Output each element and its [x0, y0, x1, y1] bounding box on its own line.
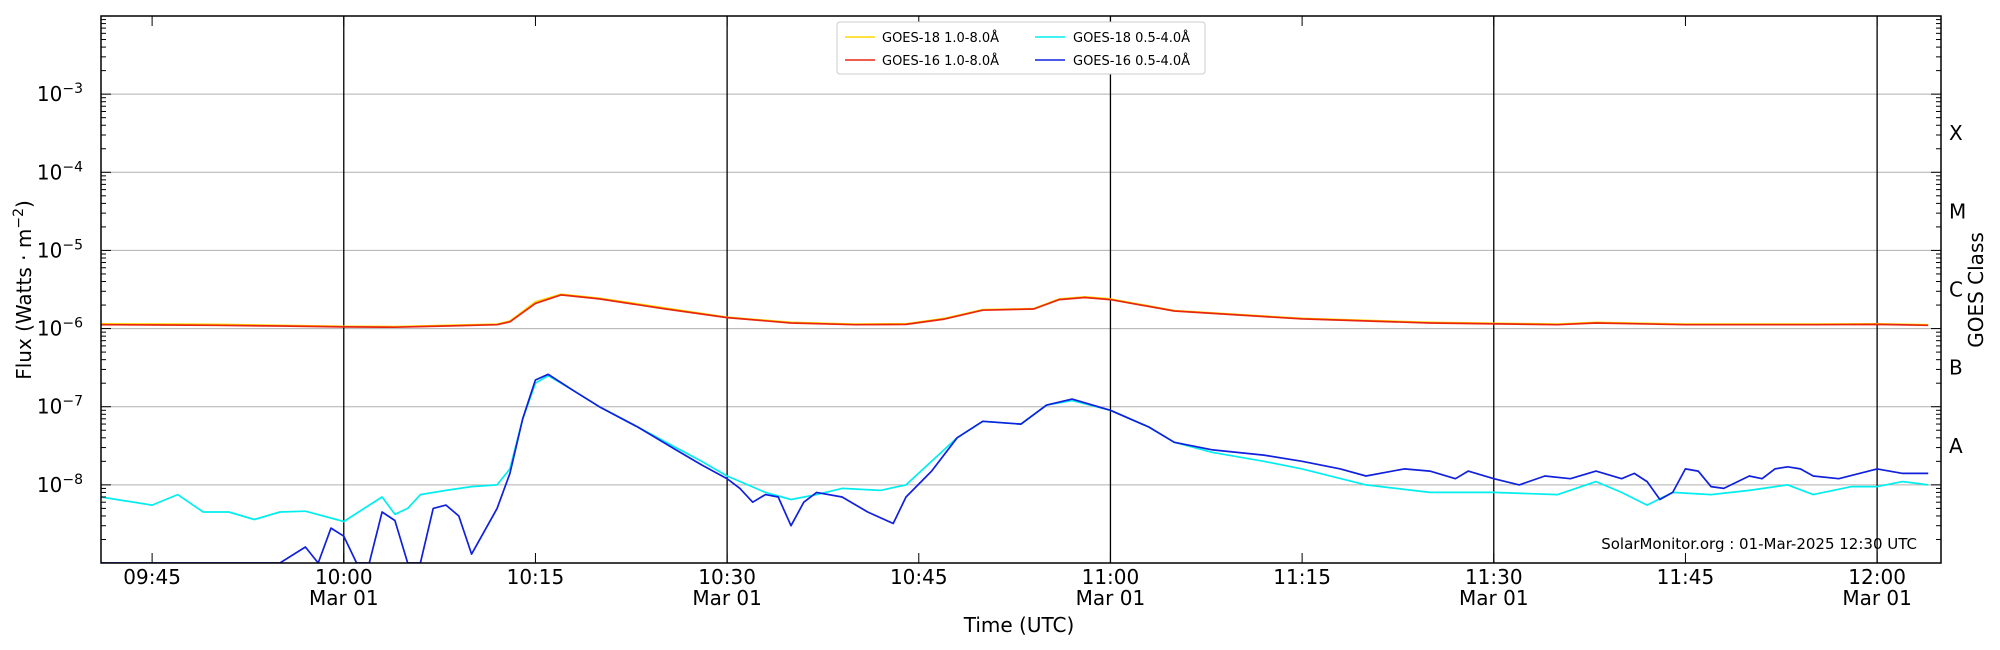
x-tick-label: 10:45 — [890, 565, 948, 589]
legend-label-goes16-short: GOES-16 0.5-4.0Å — [1073, 53, 1190, 69]
y-tick-label: 10−8 — [37, 472, 83, 497]
plot-frame — [100, 15, 1942, 564]
series-layer — [101, 293, 1929, 563]
legend: GOES-18 1.0-8.0Å GOES-16 1.0-8.0Å GOES-1… — [836, 21, 1206, 75]
x-tick-date-label: Mar 01 — [309, 586, 379, 610]
goes-class-label: X — [1949, 121, 1963, 145]
legend-entry-goes16-long: GOES-16 1.0-8.0Å — [845, 53, 999, 69]
x-tick-label: 11:45 — [1657, 565, 1715, 589]
x-tick-date-label: Mar 01 — [692, 586, 762, 610]
x-tick-label: 11:30 — [1465, 565, 1523, 589]
y-tick-label: 10−6 — [37, 316, 83, 341]
y-tick-label: 10−4 — [37, 159, 83, 184]
grid-layer — [101, 93, 1941, 486]
y-tick-label: 10−5 — [37, 237, 83, 262]
legend-label-goes18-short: GOES-18 0.5-4.0Å — [1073, 30, 1190, 46]
legend-entry-goes18-short: GOES-18 0.5-4.0Å — [1035, 30, 1190, 46]
series-goes18-short — [101, 374, 1929, 523]
x-tick-label: 12:00 — [1848, 565, 1906, 589]
x-tick-label: 11:15 — [1273, 565, 1331, 589]
x-tick-label: 11:00 — [1082, 565, 1140, 589]
y-tick-label: 10−7 — [37, 394, 83, 419]
x-tick-date-label: Mar 01 — [1459, 586, 1529, 610]
legend-entry-goes16-short: GOES-16 0.5-4.0Å — [1035, 53, 1190, 69]
legend-label-goes16-long: GOES-16 1.0-8.0Å — [882, 53, 999, 69]
y-tick-label: 10−3 — [37, 81, 83, 106]
x-tick-label: 10:00 — [315, 565, 373, 589]
x-tick-label: 10:30 — [698, 565, 756, 589]
vertical-day-lines — [343, 16, 1878, 563]
series-goes16-short — [101, 373, 1929, 563]
credit-text: SolarMonitor.org : 01-Mar-2025 12:30 UTC — [1601, 535, 1917, 553]
legend-box — [836, 21, 1206, 75]
goes-class-label: C — [1949, 278, 1963, 302]
goes-class-label: B — [1949, 356, 1963, 380]
legend-label-goes18-long: GOES-18 1.0-8.0Å — [882, 30, 999, 46]
legend-entry-goes18-long: GOES-18 1.0-8.0Å — [845, 30, 999, 46]
goes-class-label: M — [1949, 199, 1966, 223]
goes-class-axis-title: GOES Class — [1964, 232, 1988, 348]
series-goes16-long — [101, 294, 1929, 329]
x-tick-label: 10:15 — [507, 565, 565, 589]
x-tick-date-label: Mar 01 — [1842, 586, 1912, 610]
y-axis-title: Flux (Watts · m−2) — [11, 200, 36, 380]
x-tick-date-label: Mar 01 — [1076, 586, 1146, 610]
x-axis-title: Time (UTC) — [963, 613, 1075, 637]
x-tick-label: 09:45 — [123, 565, 181, 589]
goes-class-label: A — [1949, 434, 1963, 458]
